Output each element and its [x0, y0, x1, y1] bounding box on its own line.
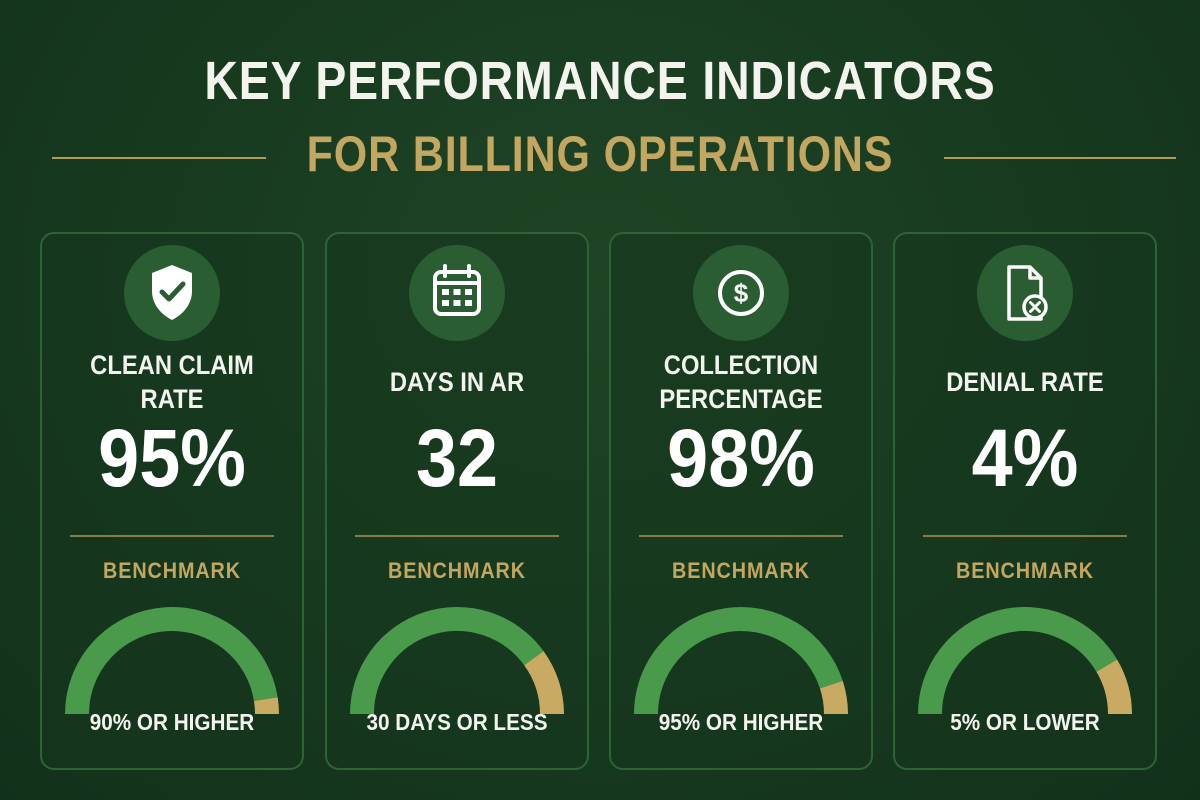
gauge-warning-segment — [1096, 659, 1132, 714]
gauge-warning-segment — [819, 680, 848, 714]
kpi-value: 32 — [415, 413, 499, 504]
benchmark-gauge — [918, 607, 1132, 714]
kpi-value: 98% — [667, 413, 815, 504]
kpi-card-clean-claim-rate: CLEAN CLAIM RATE 95% BENCHMARK 90% OR HI… — [40, 232, 304, 770]
benchmark-target: 95% OR HIGHER — [658, 709, 824, 735]
kpi-label: DAYS IN AR — [389, 367, 525, 397]
benchmark-target: 5% OR LOWER — [950, 709, 1100, 735]
gauge-good-segment — [634, 607, 843, 714]
subtitle-rule-right — [944, 157, 1176, 159]
benchmark-label: BENCHMARK — [672, 558, 810, 583]
subtitle-rule-left — [52, 157, 266, 159]
gauge-good-segment — [65, 607, 278, 714]
benchmark-gauge — [350, 607, 564, 714]
kpi-card-denial-rate: DENIAL RATE 4% BENCHMARK 5% OR LOWER — [893, 232, 1157, 770]
dollar-coin-icon: $ — [693, 245, 789, 341]
gauge-good-segment — [350, 607, 544, 714]
kpi-card-collection-percentage: $ COLLECTION PERCENTAGE 98% BENCHMARK 95… — [609, 232, 873, 770]
document-x-icon — [977, 245, 1073, 341]
kpi-label: DENIAL RATE — [946, 367, 1104, 397]
gauge-good-segment — [918, 607, 1118, 714]
card-divider — [355, 535, 559, 537]
benchmark-gauge — [634, 607, 848, 714]
card-divider — [70, 535, 274, 537]
kpi-card-days-in-ar: DAYS IN AR 32 BENCHMARK 30 DAYS OR LESS — [325, 232, 589, 770]
gauge-warning-segment — [523, 651, 564, 714]
benchmark-label: BENCHMARK — [103, 558, 241, 583]
kpi-label: CLEAN CLAIM RATE — [90, 350, 254, 414]
card-divider — [923, 535, 1127, 537]
gauge-warning-segment — [253, 697, 279, 714]
card-divider — [639, 535, 843, 537]
benchmark-target: 90% OR HIGHER — [89, 709, 255, 735]
kpi-value: 4% — [971, 413, 1079, 504]
kpi-value: 95% — [98, 413, 246, 504]
svg-text:$: $ — [734, 278, 749, 308]
benchmark-target: 30 DAYS OR LESS — [366, 709, 548, 735]
page-subtitle: FOR BILLING OPERATIONS — [306, 126, 894, 182]
benchmark-label: BENCHMARK — [388, 558, 526, 583]
header: KEY PERFORMANCE INDICATORS FOR BILLING O… — [0, 0, 1200, 210]
page-title: KEY PERFORMANCE INDICATORS — [204, 51, 996, 111]
shield-check-icon — [124, 245, 220, 341]
kpi-label: COLLECTION PERCENTAGE — [659, 350, 823, 414]
calendar-icon — [409, 245, 505, 341]
benchmark-label: BENCHMARK — [956, 558, 1094, 583]
benchmark-gauge — [65, 607, 279, 714]
